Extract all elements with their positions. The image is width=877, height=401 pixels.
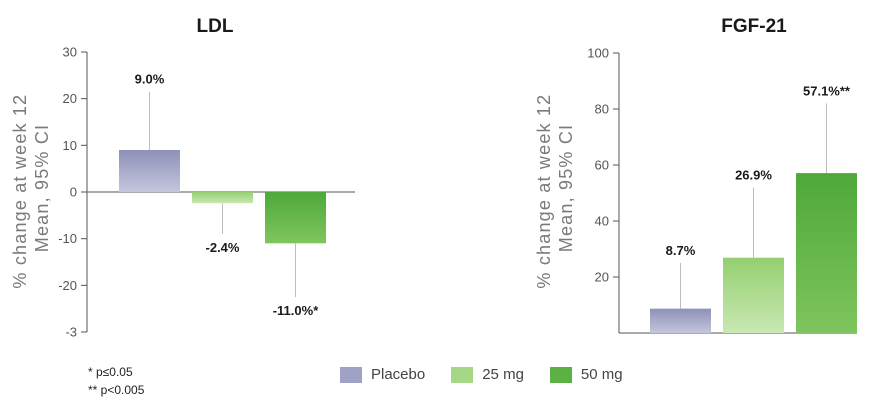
ldl-data-label-placebo: 9.0%	[135, 72, 165, 87]
ldl-bar-25mg	[192, 192, 253, 204]
fgf21-data-label-25mg: 26.9%	[735, 167, 772, 182]
legend-swatch-placebo	[340, 366, 362, 383]
legend-swatch-25mg	[451, 366, 474, 383]
ldl-chart-title: LDL	[197, 16, 234, 37]
fgf21-y-tick-label: 40	[595, 214, 609, 229]
ldl-y-axis-title-line2: Mean, 95% CI	[32, 124, 52, 252]
fgf21-bar-placebo	[650, 308, 711, 333]
legend-label-50mg: 50 mg	[580, 366, 623, 383]
ldl-y-axis-title: % change at week 12 Mean, 95% CI	[10, 87, 52, 288]
ldl-y-tick-label: -10	[58, 231, 77, 246]
ldl-bar-placebo	[119, 150, 180, 192]
legend-item-50mg: 50 mg	[549, 366, 623, 383]
legend-swatch-50mg	[549, 366, 572, 383]
fgf21-y-tick-label: 100	[587, 46, 609, 61]
fgf21-y-tick-label: 60	[595, 158, 609, 173]
fgf21-chart: FGF-21 % change at week 12 Mean, 95% CI …	[534, 16, 857, 334]
legend-label-placebo: Placebo	[371, 366, 426, 383]
fgf21-data-label-50mg: 57.1%**	[803, 83, 851, 98]
legend-item-placebo: Placebo	[340, 366, 425, 383]
ldl-y-tick-label: 30	[63, 45, 77, 60]
legend-item-25mg: 25 mg	[451, 366, 524, 383]
ldl-y-axis-title-line1: % change at week 12	[10, 94, 30, 289]
fgf21-y-axis-title-line1: % change at week 12	[534, 94, 554, 289]
ldl-y-tick-label: 0	[70, 185, 77, 200]
fgf21-chart-title: FGF-21	[721, 16, 787, 37]
ldl-y-tick-label: 10	[63, 138, 77, 153]
fgf21-bar-50mg	[796, 173, 857, 333]
fgf21-y-tick-label: 20	[595, 270, 609, 285]
fgf21-data-label-placebo: 8.7%	[666, 243, 696, 258]
ldl-y-tick-label: -20	[58, 278, 77, 293]
fgf21-y-axis-title: % change at week 12 Mean, 95% CI	[534, 87, 576, 288]
footnote-high-significance: ** p<0.005	[88, 383, 145, 397]
fgf21-y-tick-label: 80	[595, 102, 609, 117]
ldl-bar-50mg	[265, 192, 326, 244]
legend: Placebo 25 mg 50 mg	[340, 366, 649, 383]
ldl-y-tick-label: 20	[63, 91, 77, 106]
fgf21-y-axis-title-line2: Mean, 95% CI	[556, 124, 576, 252]
footnote-significance: * p≤0.05	[88, 365, 133, 379]
fgf21-bar-25mg	[723, 257, 784, 333]
ldl-data-label-25mg: -2.4%	[206, 240, 240, 255]
ldl-chart: LDL % change at week 12 Mean, 95% CI 30 2…	[10, 16, 355, 340]
ldl-data-label-50mg: -11.0%*	[273, 303, 319, 318]
legend-label-25mg: 25 mg	[482, 366, 524, 383]
ldl-y-tick-label: -3	[65, 325, 77, 340]
